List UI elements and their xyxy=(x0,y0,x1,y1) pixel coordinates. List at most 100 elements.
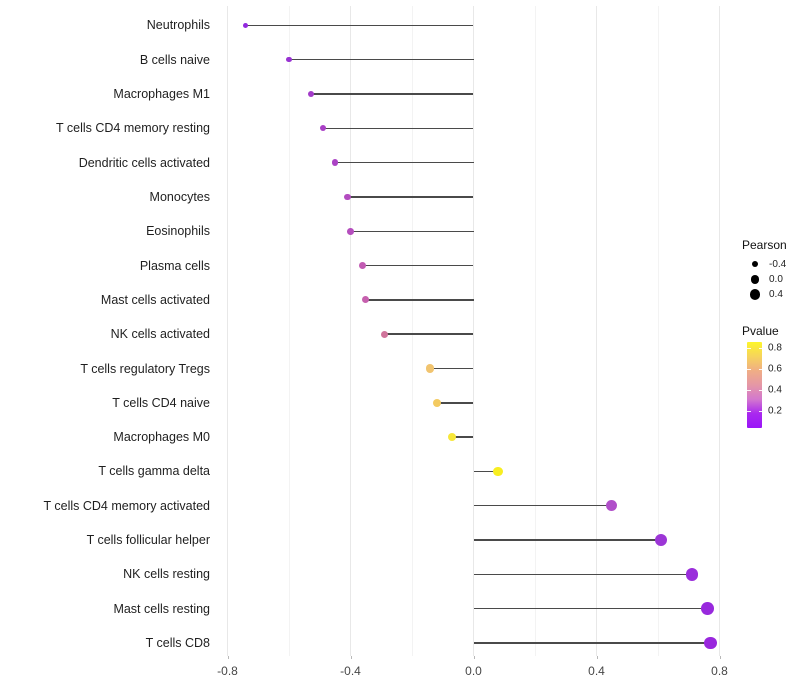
data-point xyxy=(331,159,339,166)
pvalue-colorbar xyxy=(747,342,762,428)
stem xyxy=(362,264,474,267)
x-tick-label: -0.4 xyxy=(340,664,361,678)
x-tick-label: -0.8 xyxy=(217,664,238,678)
category-label: NK cells activated xyxy=(110,327,210,342)
data-point xyxy=(685,568,699,581)
legend-size-dot xyxy=(751,260,759,268)
gridline-x--0.6 xyxy=(288,6,290,656)
legend-size-dot xyxy=(749,289,761,301)
category-label: T cells CD4 naive xyxy=(112,395,210,410)
x-tick xyxy=(350,656,352,659)
legend-pearson-title: Pearson xyxy=(742,238,787,252)
category-label: T cells CD4 memory activated xyxy=(43,498,211,513)
colorbar-tick xyxy=(747,410,751,412)
stem xyxy=(289,58,474,61)
stem xyxy=(310,93,474,95)
stem xyxy=(473,573,692,576)
legend-pearson-entry: 0.4 xyxy=(748,287,783,303)
category-label: B cells naive xyxy=(139,52,210,67)
data-point xyxy=(606,500,618,512)
category-label: Monocytes xyxy=(149,189,210,204)
colorbar-tick xyxy=(758,410,762,412)
data-point xyxy=(380,330,388,338)
colorbar-label: 0.8 xyxy=(768,342,782,353)
colorbar-tick xyxy=(747,389,751,391)
x-tick-label: 0.0 xyxy=(465,664,482,678)
category-label: T cells CD4 memory resting xyxy=(56,121,210,136)
data-point xyxy=(432,398,441,407)
stem xyxy=(473,539,662,541)
stem xyxy=(335,161,474,164)
category-label: Mast cells resting xyxy=(113,601,210,616)
gridline-x-0.6 xyxy=(657,6,659,656)
stem xyxy=(322,127,474,129)
data-point xyxy=(286,56,292,63)
stem xyxy=(430,367,474,370)
gridline-x-0 xyxy=(473,6,474,656)
stem xyxy=(473,608,708,610)
legend-entry-label: 0.4 xyxy=(769,289,783,301)
stem xyxy=(347,196,474,198)
legend-dot-box xyxy=(748,274,762,284)
colorbar-label: 0.6 xyxy=(768,363,782,374)
gridline-x-0.8 xyxy=(719,6,720,656)
data-point xyxy=(703,636,717,650)
legend-pearson-entry: -0.4 xyxy=(748,256,786,272)
legend-dot-box xyxy=(748,289,762,301)
legend-size-dot xyxy=(750,274,760,284)
x-tick-label: 0.8 xyxy=(711,664,728,678)
data-point xyxy=(362,296,370,304)
x-tick-label: 0.4 xyxy=(588,664,605,678)
category-label: Macrophages M0 xyxy=(113,430,210,445)
data-point xyxy=(447,432,457,442)
x-tick xyxy=(719,656,721,659)
gridline-x--0.2 xyxy=(411,6,413,656)
data-point xyxy=(493,466,503,477)
legend-dot-box xyxy=(748,260,762,268)
stem xyxy=(473,642,711,644)
stem xyxy=(436,402,474,404)
category-label: Dendritic cells activated xyxy=(78,155,210,170)
legend-entry-label: 0.0 xyxy=(769,273,783,285)
stem xyxy=(473,470,499,473)
data-point xyxy=(319,125,326,132)
stem xyxy=(384,333,474,335)
x-tick xyxy=(227,656,229,659)
plot-panel xyxy=(218,6,746,656)
x-tick xyxy=(473,656,475,659)
colorbar-tick xyxy=(747,368,751,370)
stem xyxy=(451,436,474,438)
category-label: T cells CD8 xyxy=(145,636,210,651)
colorbar-tick xyxy=(758,368,762,370)
gridline-x--0.8 xyxy=(227,6,228,656)
category-label: T cells follicular helper xyxy=(86,533,210,548)
legend-entry-label: -0.4 xyxy=(769,258,787,270)
colorbar-tick xyxy=(758,347,762,349)
category-label: Mast cells activated xyxy=(100,292,210,307)
category-label: Macrophages M1 xyxy=(113,86,210,101)
legend-pearson-entry: 0.0 xyxy=(748,271,783,287)
gridline-x--0.4 xyxy=(350,6,351,656)
category-label: Plasma cells xyxy=(139,258,210,273)
data-point xyxy=(307,90,314,97)
colorbar-tick xyxy=(758,389,762,391)
category-label: T cells regulatory Tregs xyxy=(80,361,210,376)
legend-pvalue-title: Pvalue xyxy=(742,324,779,338)
category-label: T cells gamma delta xyxy=(98,464,210,479)
category-label: NK cells resting xyxy=(123,567,210,582)
gridline-x-0.4 xyxy=(596,6,597,656)
data-point xyxy=(243,22,249,28)
category-label: Eosinophils xyxy=(146,224,210,239)
x-tick xyxy=(596,656,598,659)
colorbar-label: 0.4 xyxy=(768,384,782,395)
data-point xyxy=(359,262,367,269)
stem xyxy=(473,505,612,507)
data-point xyxy=(344,193,351,201)
gridline-x-0.2 xyxy=(534,6,536,656)
stem xyxy=(245,24,474,26)
data-point xyxy=(700,602,714,616)
stem xyxy=(365,299,474,301)
data-point xyxy=(347,227,354,235)
colorbar-tick xyxy=(747,347,751,349)
